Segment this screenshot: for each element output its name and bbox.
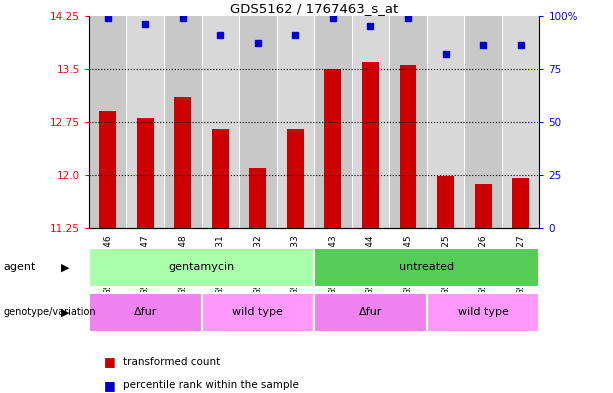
Text: untreated: untreated [399,262,454,272]
Text: wild type: wild type [232,307,283,318]
Bar [276,16,314,228]
Bar [362,62,379,228]
Text: Δfur: Δfur [134,307,157,318]
Bar [324,69,341,228]
Bar [99,111,116,228]
Bar [352,16,389,228]
Bar [164,16,202,228]
Bar [126,16,164,228]
Bar [89,16,126,228]
Text: agent: agent [3,262,36,272]
Bar [427,293,539,332]
Bar [465,16,502,228]
Bar [437,176,454,228]
Bar [427,16,465,228]
Text: percentile rank within the sample: percentile rank within the sample [123,380,299,390]
Bar [474,184,492,228]
Bar [137,118,154,228]
Bar [202,16,239,228]
Text: genotype/variation: genotype/variation [3,307,96,318]
Bar [314,16,352,228]
Text: gentamycin: gentamycin [169,262,235,272]
Bar [400,65,416,228]
Title: GDS5162 / 1767463_s_at: GDS5162 / 1767463_s_at [230,2,398,15]
Text: ▶: ▶ [61,262,70,272]
Bar [314,248,539,287]
Text: transformed count: transformed count [123,356,220,367]
Bar [249,168,266,228]
Bar [502,16,539,228]
Bar [202,293,314,332]
Bar [389,16,427,228]
Bar [174,97,191,228]
Bar [287,129,304,228]
Bar [239,16,276,228]
Bar [89,248,314,287]
Text: Δfur: Δfur [359,307,382,318]
Bar [512,178,529,228]
Text: ▶: ▶ [61,307,70,318]
Bar [89,293,202,332]
Text: ■: ■ [104,378,116,392]
Text: ■: ■ [104,355,116,368]
Bar [212,129,229,228]
Bar [314,293,427,332]
Text: wild type: wild type [458,307,509,318]
